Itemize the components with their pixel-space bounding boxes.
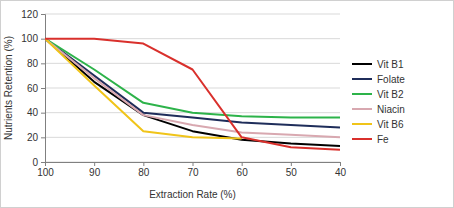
tick-mark xyxy=(242,162,243,166)
tick-mark xyxy=(193,162,194,166)
tick-mark xyxy=(143,162,144,166)
series-line xyxy=(45,39,242,139)
legend-item: Folate xyxy=(352,74,405,85)
legend-label: Vit B2 xyxy=(377,89,404,100)
tick-label: 70 xyxy=(187,167,199,178)
tick-label: 20 xyxy=(27,132,39,143)
tick-label: 40 xyxy=(335,167,347,178)
tick: 100 xyxy=(21,33,45,44)
tick-mark xyxy=(41,39,45,40)
legend-swatch xyxy=(352,108,372,110)
grid-line xyxy=(45,88,340,89)
legend-item: Niacin xyxy=(352,104,405,115)
tick-label: 0 xyxy=(32,157,38,168)
legend-swatch xyxy=(352,93,372,95)
legend-swatch xyxy=(352,138,372,140)
grid xyxy=(45,14,340,162)
chart-border xyxy=(1,1,454,208)
tick: 120 xyxy=(21,9,45,20)
legend-item: Vit B6 xyxy=(352,119,404,130)
series-line xyxy=(45,39,340,118)
y-axis: 0 20 40 60 80 100 120 xyxy=(21,9,45,168)
legend-swatch xyxy=(352,78,372,80)
legend-label: Fe xyxy=(377,134,389,145)
tick-label: 60 xyxy=(27,83,39,94)
legend-item: Vit B2 xyxy=(352,89,404,100)
tick-label: 100 xyxy=(21,33,38,44)
tick: 90 xyxy=(89,162,101,178)
tick-mark xyxy=(340,162,341,166)
tick: 100 xyxy=(37,162,54,178)
tick-mark xyxy=(41,162,45,163)
tick-mark xyxy=(41,113,45,114)
tick: 60 xyxy=(27,83,45,94)
tick-mark xyxy=(41,88,45,89)
legend-label: Folate xyxy=(377,74,405,85)
legend-item: Fe xyxy=(352,134,389,145)
tick: 0 xyxy=(32,157,45,168)
grid-line xyxy=(45,63,340,64)
tick-mark xyxy=(291,162,292,166)
series-lines xyxy=(45,39,340,150)
tick-label: 60 xyxy=(237,167,249,178)
axis-line xyxy=(41,15,46,163)
legend-item: Vit B1 xyxy=(352,59,404,70)
legend-label: Vit B1 xyxy=(377,59,404,70)
legend-swatch xyxy=(352,123,372,125)
legend-label: Vit B6 xyxy=(377,119,404,130)
series-line xyxy=(45,39,340,150)
grid-line xyxy=(45,14,340,15)
tick-mark xyxy=(41,14,45,15)
series-line xyxy=(45,39,340,128)
tick: 80 xyxy=(138,162,150,178)
x-axis-title: Extraction Rate (%) xyxy=(149,189,236,200)
tick-mark xyxy=(41,137,45,138)
tick-mark xyxy=(41,63,45,64)
tick-label: 100 xyxy=(37,167,54,178)
axis-line xyxy=(46,163,341,167)
tick-label: 80 xyxy=(138,167,150,178)
tick: 20 xyxy=(27,132,45,143)
legend-label: Niacin xyxy=(377,104,405,115)
tick: 80 xyxy=(27,58,45,69)
tick-label: 80 xyxy=(27,58,39,69)
tick-label: 40 xyxy=(27,107,39,118)
tick: 40 xyxy=(335,162,347,178)
tick: 70 xyxy=(187,162,199,178)
tick-mark xyxy=(94,162,95,166)
tick: 40 xyxy=(27,107,45,118)
tick: 50 xyxy=(286,162,298,178)
legend-swatch xyxy=(352,63,372,65)
x-axis: 100 90 80 70 60 50 40 xyxy=(37,162,346,178)
legend: Vit B1 Folate Vit B2 Niacin Vit B6 Fe xyxy=(352,59,405,145)
tick-label: 90 xyxy=(89,167,101,178)
plot: 100 90 80 70 60 50 40 0 20 40 60 80 100 120 xyxy=(21,9,346,178)
y-axis-title: Nutrients Retention (%) xyxy=(3,36,14,140)
tick: 60 xyxy=(237,162,249,178)
chart: 100 90 80 70 60 50 40 0 20 40 60 80 100 120 Extraction… xyxy=(0,0,454,208)
series-line xyxy=(45,39,340,146)
series-line xyxy=(45,39,340,138)
tick-label: 120 xyxy=(21,9,38,20)
tick-label: 50 xyxy=(286,167,298,178)
